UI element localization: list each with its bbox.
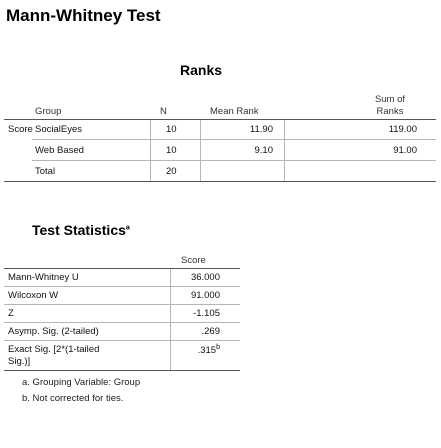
footnote: b. Not corrected for ties.: [22, 393, 123, 404]
test-stats-title-footnote-marker: a: [126, 224, 130, 231]
ranks-row-mean-rank: 9.10: [230, 145, 273, 156]
ranks-row-sum: 119.00: [360, 124, 417, 135]
test-stats-row-value: 91.000: [180, 290, 220, 301]
test-stats-row-value: -1.105: [180, 308, 220, 319]
ranks-header-n: N: [160, 106, 167, 117]
test-stats-row-label: Asymp. Sig. (2-tailed): [8, 326, 99, 337]
row-divider: [4, 286, 240, 287]
ranks-row-group: SocialEyes: [35, 124, 82, 135]
ranks-row-label: Score: [8, 124, 33, 135]
column-divider: [200, 120, 201, 181]
test-stats-bottom-rule: [4, 370, 240, 371]
column-divider: [170, 269, 171, 370]
ranks-bottom-rule: [4, 181, 436, 182]
ranks-row-group: Total: [35, 166, 55, 177]
ranks-row-sum: 91.00: [360, 145, 417, 156]
test-stats-row-value: .269: [180, 326, 220, 337]
page-title: Mann-Whitney Test: [6, 6, 161, 26]
ranks-header-mean-rank: Mean Rank: [210, 106, 259, 117]
ranks-top-rule: [4, 119, 436, 120]
row-divider: [4, 322, 240, 323]
test-stats-row-label: Z: [8, 308, 14, 319]
test-stats-title: Test Statisticsa: [32, 222, 130, 238]
ranks-row-mean-rank: 11.90: [230, 124, 273, 135]
test-stats-row-value: .315b: [180, 344, 220, 356]
test-stats-row-label-line2: Sig.)]: [8, 356, 30, 367]
row-divider: [32, 139, 436, 140]
test-stats-value-footnote-marker: b: [216, 344, 220, 351]
test-stats-top-rule: [4, 268, 240, 269]
ranks-header-sum-line2: Ranks: [362, 106, 418, 117]
column-divider: [284, 120, 285, 181]
test-stats-row-label: Mann-Whitney U: [8, 272, 79, 283]
test-stats-header-score: Score: [181, 255, 206, 266]
ranks-header-sum-line1: Sum of: [362, 94, 418, 105]
ranks-row-n: 20: [166, 166, 177, 177]
test-stats-row-value: 36.000: [180, 272, 220, 283]
ranks-title: Ranks: [180, 62, 222, 78]
ranks-row-n: 10: [166, 124, 177, 135]
row-divider: [32, 160, 436, 161]
ranks-header-group: Group: [35, 106, 61, 117]
footnote: a. Grouping Variable: Group: [22, 377, 140, 388]
row-divider: [4, 304, 240, 305]
column-divider: [150, 120, 151, 181]
ranks-row-n: 10: [166, 145, 177, 156]
row-divider: [4, 340, 240, 341]
test-stats-row-label-line1: Exact Sig. [2*(1-tailed: [8, 344, 99, 355]
test-stats-row-label: Wilcoxon W: [8, 290, 58, 301]
ranks-row-group: Web Based: [35, 145, 84, 156]
